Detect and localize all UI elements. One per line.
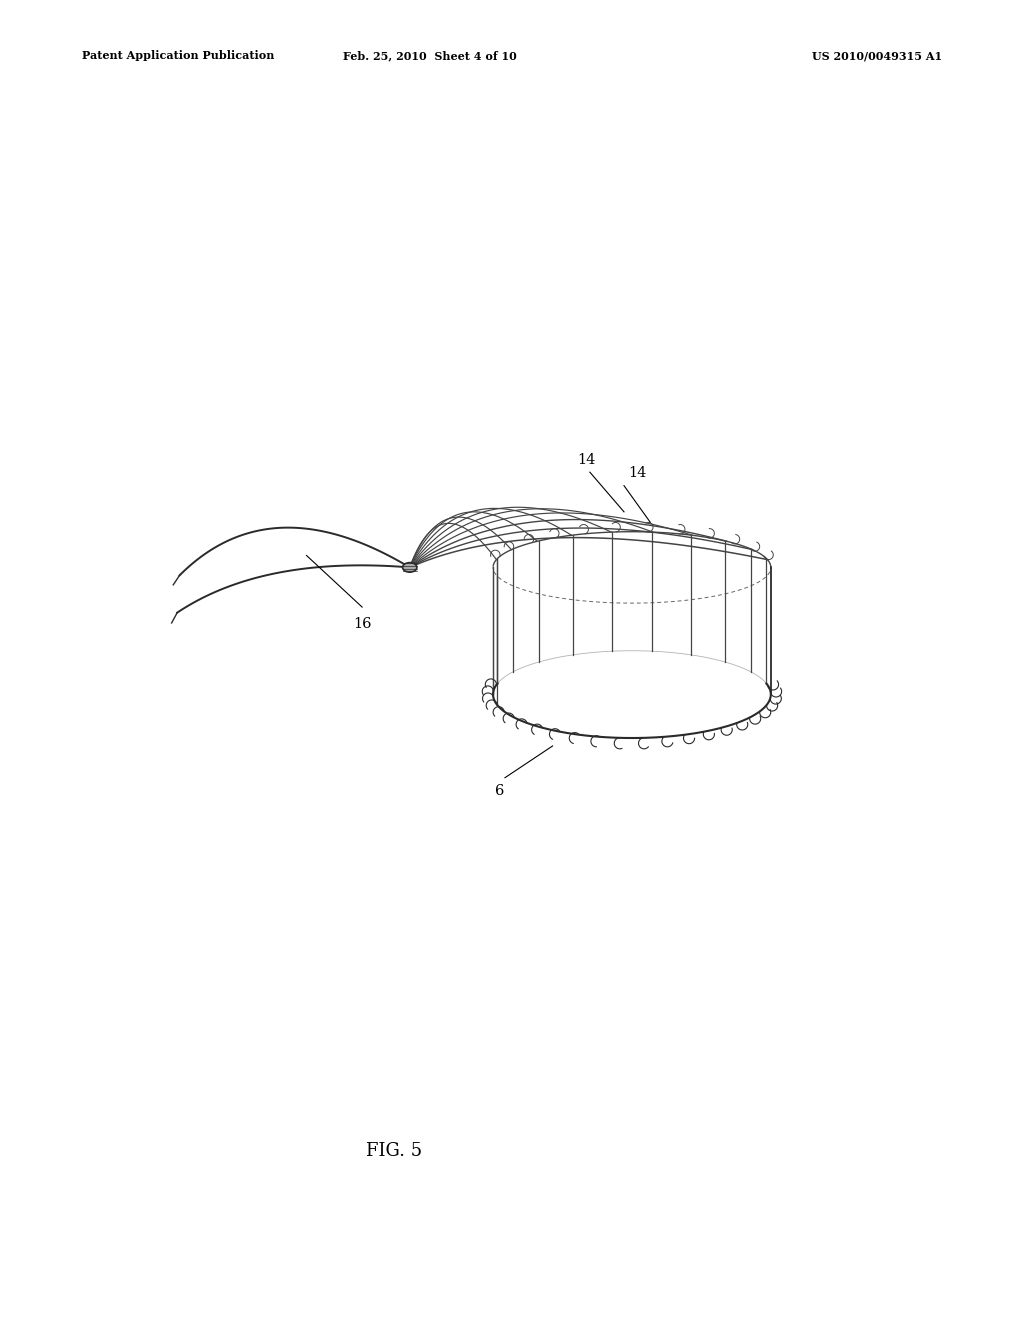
Text: 14: 14: [578, 453, 596, 466]
Text: FIG. 5: FIG. 5: [367, 1142, 422, 1160]
Ellipse shape: [402, 562, 417, 572]
Text: US 2010/0049315 A1: US 2010/0049315 A1: [812, 50, 942, 61]
Text: 6: 6: [495, 784, 504, 799]
Text: Patent Application Publication: Patent Application Publication: [82, 50, 274, 61]
Text: 14: 14: [628, 466, 646, 480]
Text: Feb. 25, 2010  Sheet 4 of 10: Feb. 25, 2010 Sheet 4 of 10: [343, 50, 517, 61]
Text: 16: 16: [353, 616, 372, 631]
